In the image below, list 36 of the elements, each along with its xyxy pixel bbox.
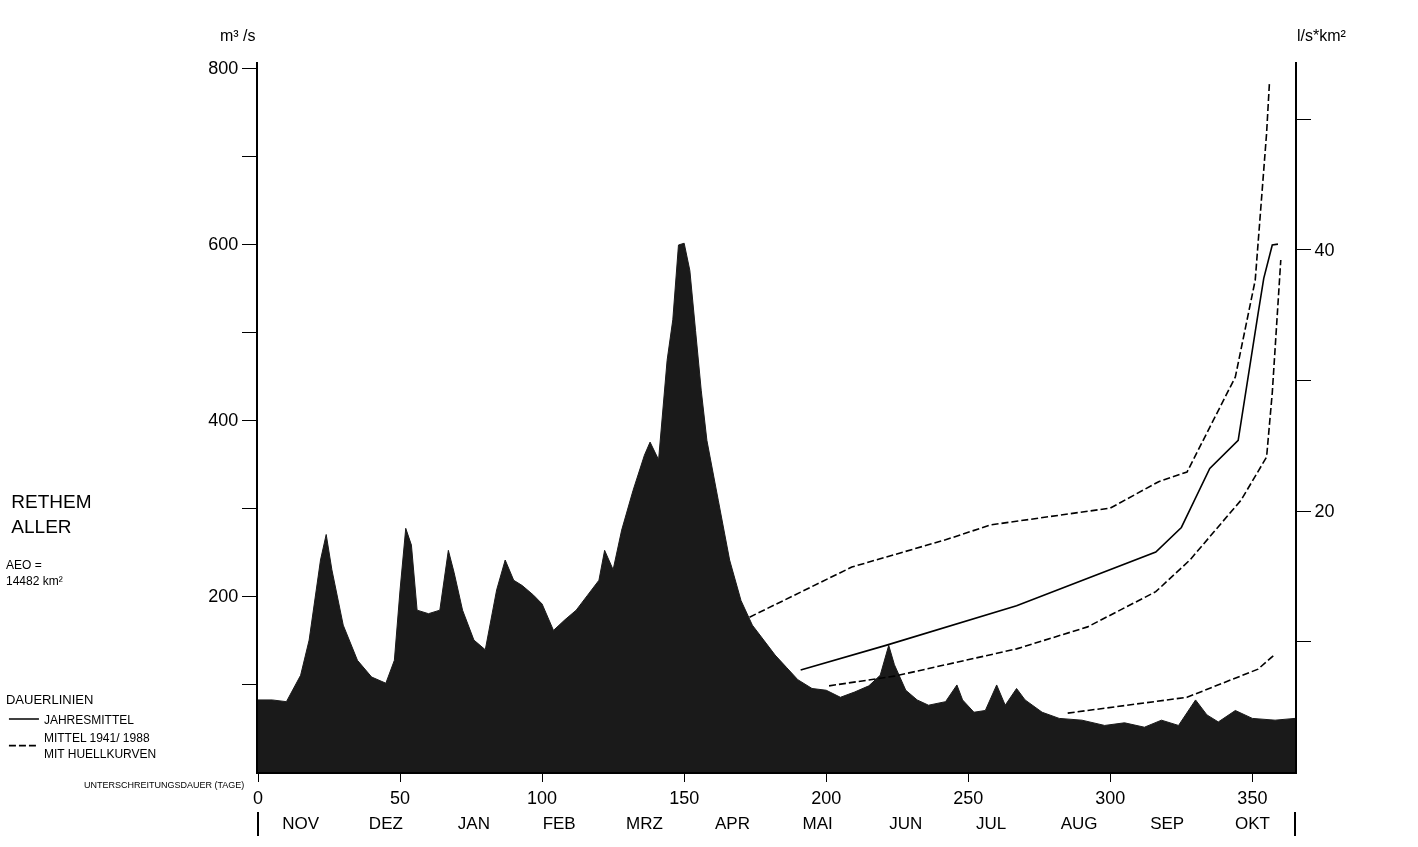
y2-tick-label: 20 [1314,501,1335,522]
x2-tick-label: MAI [802,814,833,834]
y-tick-label: 800 [208,58,239,79]
x-tick-label: 0 [252,787,264,808]
y-tick-label: 400 [208,410,239,431]
x2-tick-label: FEB [542,814,576,834]
x2-tick-label: JUL [975,814,1007,834]
y-tick-label: 600 [208,234,239,255]
x-tick-label: 50 [390,787,411,808]
x-tick-label: 300 [1095,787,1126,808]
x-tick-label: 200 [811,787,842,808]
x2-tick-label: JUN [889,814,923,834]
text: AEO = 14482 km² [6,558,63,588]
x2-tick-label: NOV [282,814,320,834]
y2-axis-title: l/s*km² [1297,27,1347,44]
x-axis-title: UNTERSCHREITUNGSDAUER (TAGE) [84,780,245,790]
legend-label: MITTEL 1941/ 1988 MIT HUELLKURVEN [43,731,157,762]
x2-tick-label: MRZ [625,814,663,834]
x-tick-label: 100 [527,787,558,808]
legend-title: DAUERLINIEN [5,692,94,708]
y-axis-title: m³ /s [220,27,256,44]
legend-label: JAHRESMITTEL [43,712,135,727]
line-series [1066,653,1276,714]
x2-tick-label: OKT [1234,814,1270,834]
x2-tick-label: AUG [1060,814,1098,834]
y-tick-label: 200 [208,586,239,607]
line-series [748,82,1271,619]
x2-tick-label: JAN [457,814,490,834]
y2-tick-label: 40 [1314,240,1335,261]
x-tick-label: 350 [1237,787,1268,808]
x2-tick-label: SEP [1150,814,1185,834]
x2-tick-label: APR [714,814,750,834]
x2-tick-label: DEZ [368,814,403,834]
text: RETHEM ALLER [11,491,92,537]
x-tick-label: 250 [953,787,984,808]
x-tick-label: 150 [669,787,700,808]
